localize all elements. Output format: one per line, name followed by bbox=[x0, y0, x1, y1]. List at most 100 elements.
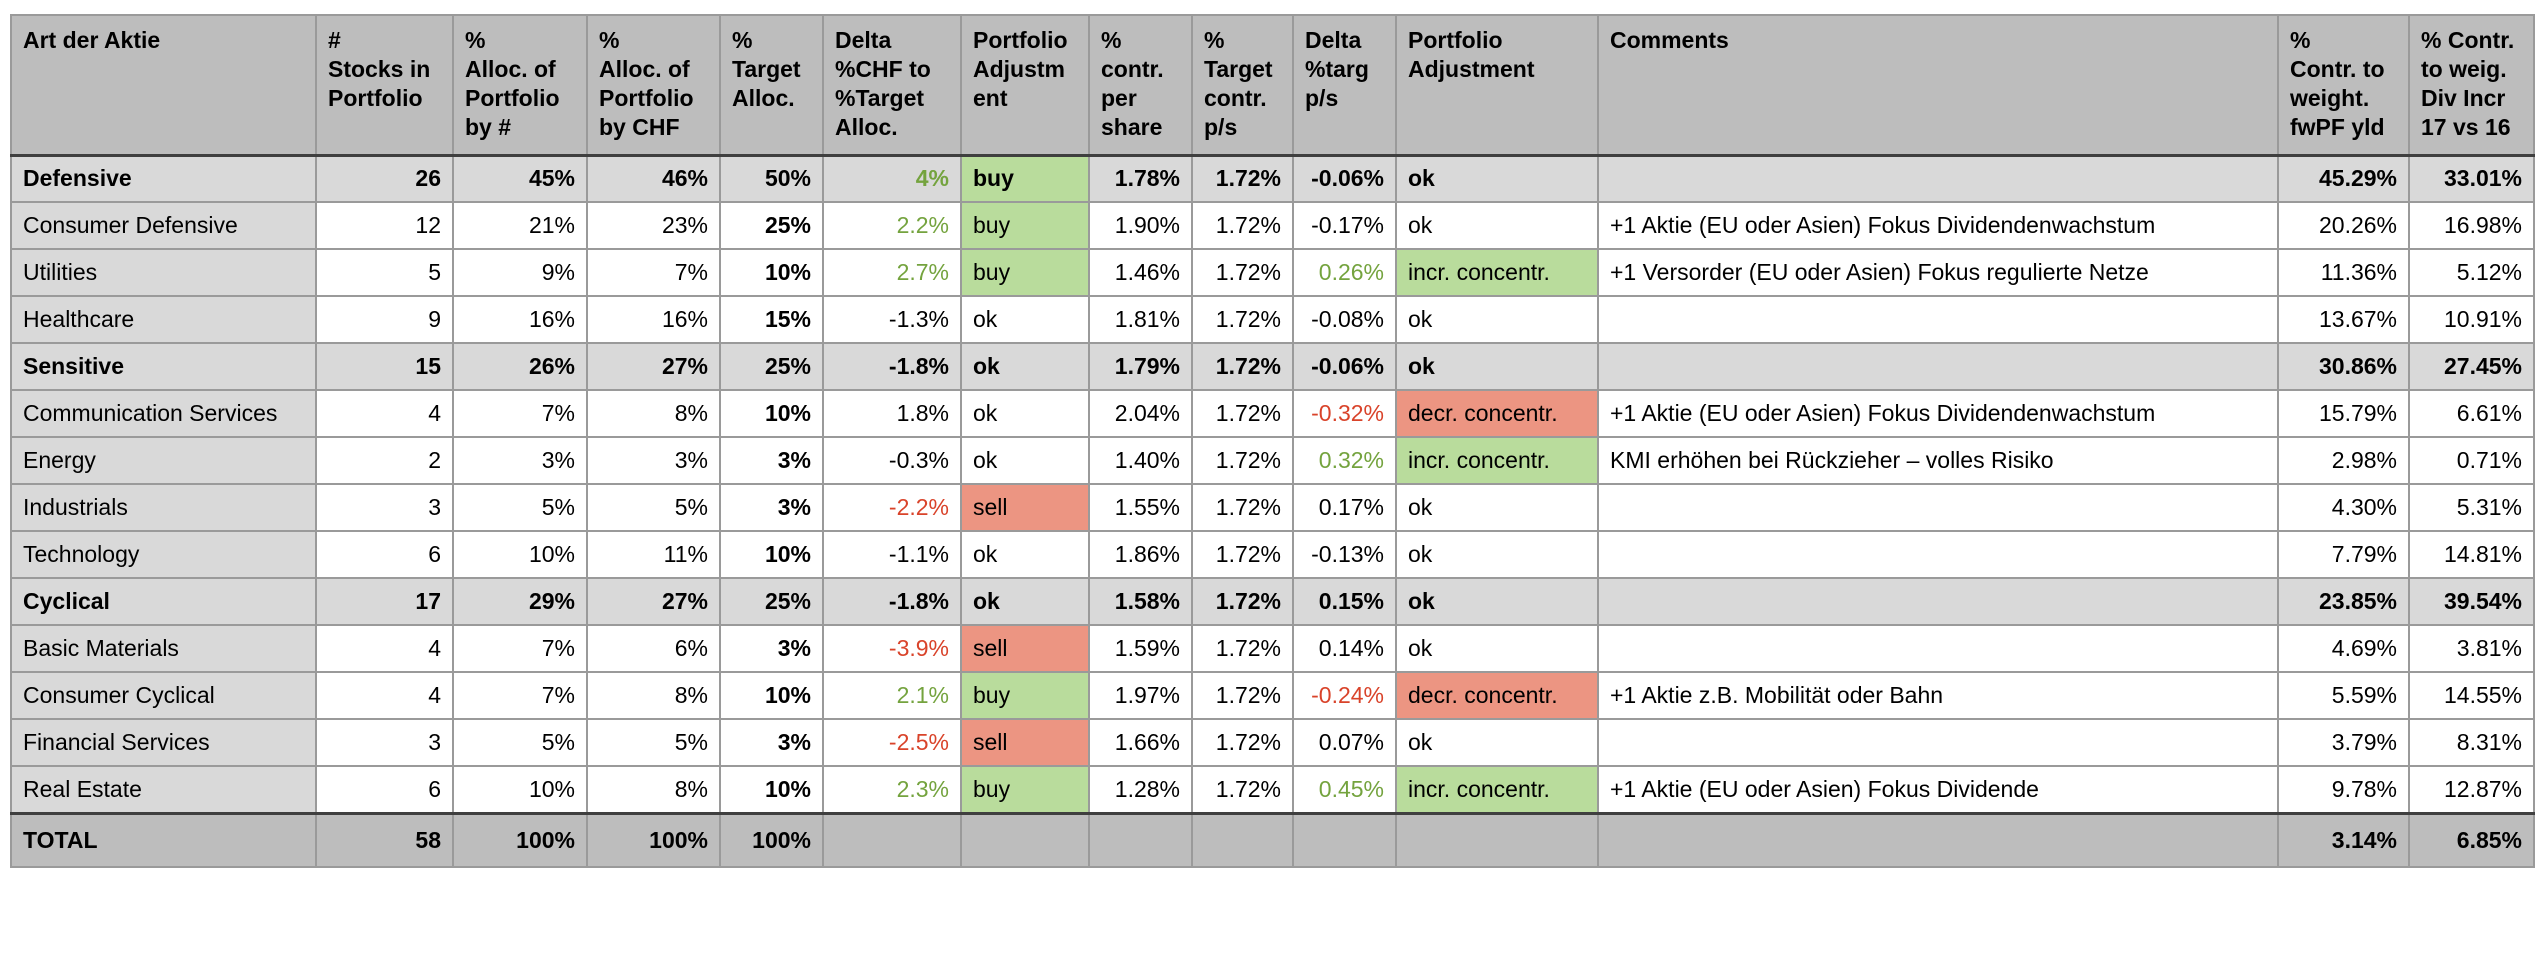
cell-healthcare-adj2[interactable]: ok bbox=[1395, 295, 1599, 344]
cell-total-target-contr-ps[interactable] bbox=[1191, 811, 1294, 868]
cell-financial-services-name[interactable]: Financial Services bbox=[10, 718, 317, 767]
cell-total-name[interactable]: TOTAL bbox=[10, 811, 317, 868]
cell-technology-contr-per-share[interactable]: 1.86% bbox=[1088, 530, 1193, 579]
cell-energy-contr-weight-fwpf-yld[interactable]: 2.98% bbox=[2277, 436, 2410, 485]
cell-energy-target-contr-ps[interactable]: 1.72% bbox=[1191, 436, 1294, 485]
cell-consumer-cyclical-adj2[interactable]: decr. concentr. bbox=[1395, 671, 1599, 720]
cell-consumer-defensive-contr-per-share[interactable]: 1.90% bbox=[1088, 201, 1193, 250]
cell-utilities-alloc-by-chf[interactable]: 7% bbox=[586, 248, 721, 297]
cell-financial-services-contr-weight-fwpf-yld[interactable]: 3.79% bbox=[2277, 718, 2410, 767]
cell-basic-materials-alloc-by-num[interactable]: 7% bbox=[452, 624, 588, 673]
cell-communication-services-delta-chf[interactable]: 1.8% bbox=[822, 389, 962, 438]
cell-healthcare-contr-weig-div-incr[interactable]: 10.91% bbox=[2408, 295, 2535, 344]
cell-total-target-alloc[interactable]: 100% bbox=[719, 811, 824, 868]
cell-cyclical-target-alloc[interactable]: 25% bbox=[719, 577, 824, 626]
cell-utilities-contr-weight-fwpf-yld[interactable]: 11.36% bbox=[2277, 248, 2410, 297]
cell-energy-adj1[interactable]: ok bbox=[960, 436, 1090, 485]
column-header-name[interactable]: Art der Aktie bbox=[10, 14, 317, 157]
cell-defensive-adj1[interactable]: buy bbox=[960, 154, 1090, 203]
cell-financial-services-alloc-by-chf[interactable]: 5% bbox=[586, 718, 721, 767]
cell-total-contr-weig-div-incr[interactable]: 6.85% bbox=[2408, 811, 2535, 868]
cell-total-adj2[interactable] bbox=[1395, 811, 1599, 868]
cell-cyclical-delta-chf[interactable]: -1.8% bbox=[822, 577, 962, 626]
cell-basic-materials-delta-chf[interactable]: -3.9% bbox=[822, 624, 962, 673]
cell-real-estate-delta-targ-ps[interactable]: 0.45% bbox=[1292, 765, 1397, 814]
cell-cyclical-alloc-by-chf[interactable]: 27% bbox=[586, 577, 721, 626]
cell-industrials-target-contr-ps[interactable]: 1.72% bbox=[1191, 483, 1294, 532]
cell-consumer-cyclical-contr-weig-div-incr[interactable]: 14.55% bbox=[2408, 671, 2535, 720]
cell-basic-materials-delta-targ-ps[interactable]: 0.14% bbox=[1292, 624, 1397, 673]
cell-defensive-comment[interactable] bbox=[1597, 154, 2279, 203]
cell-energy-delta-targ-ps[interactable]: 0.32% bbox=[1292, 436, 1397, 485]
column-header-delta-chf[interactable]: Delta %CHF to %Target Alloc. bbox=[822, 14, 962, 157]
cell-industrials-contr-per-share[interactable]: 1.55% bbox=[1088, 483, 1193, 532]
column-header-stocks[interactable]: # Stocks in Portfolio bbox=[315, 14, 454, 157]
cell-energy-stocks[interactable]: 2 bbox=[315, 436, 454, 485]
cell-real-estate-alloc-by-num[interactable]: 10% bbox=[452, 765, 588, 814]
cell-technology-alloc-by-chf[interactable]: 11% bbox=[586, 530, 721, 579]
cell-basic-materials-stocks[interactable]: 4 bbox=[315, 624, 454, 673]
cell-communication-services-contr-per-share[interactable]: 2.04% bbox=[1088, 389, 1193, 438]
column-header-target-alloc[interactable]: % Target Alloc. bbox=[719, 14, 824, 157]
cell-real-estate-adj1[interactable]: buy bbox=[960, 765, 1090, 814]
cell-technology-adj2[interactable]: ok bbox=[1395, 530, 1599, 579]
cell-industrials-name[interactable]: Industrials bbox=[10, 483, 317, 532]
cell-sensitive-adj2[interactable]: ok bbox=[1395, 342, 1599, 391]
column-header-adj1[interactable]: Portfolio Adjustm ent bbox=[960, 14, 1090, 157]
cell-consumer-defensive-name[interactable]: Consumer Defensive bbox=[10, 201, 317, 250]
cell-healthcare-target-contr-ps[interactable]: 1.72% bbox=[1191, 295, 1294, 344]
cell-healthcare-contr-weight-fwpf-yld[interactable]: 13.67% bbox=[2277, 295, 2410, 344]
cell-industrials-target-alloc[interactable]: 3% bbox=[719, 483, 824, 532]
cell-communication-services-target-contr-ps[interactable]: 1.72% bbox=[1191, 389, 1294, 438]
cell-basic-materials-contr-weig-div-incr[interactable]: 3.81% bbox=[2408, 624, 2535, 673]
cell-defensive-stocks[interactable]: 26 bbox=[315, 154, 454, 203]
cell-consumer-defensive-target-alloc[interactable]: 25% bbox=[719, 201, 824, 250]
cell-utilities-contr-per-share[interactable]: 1.46% bbox=[1088, 248, 1193, 297]
cell-energy-target-alloc[interactable]: 3% bbox=[719, 436, 824, 485]
cell-healthcare-alloc-by-num[interactable]: 16% bbox=[452, 295, 588, 344]
cell-defensive-contr-weight-fwpf-yld[interactable]: 45.29% bbox=[2277, 154, 2410, 203]
cell-consumer-cyclical-stocks[interactable]: 4 bbox=[315, 671, 454, 720]
cell-basic-materials-contr-per-share[interactable]: 1.59% bbox=[1088, 624, 1193, 673]
cell-consumer-defensive-alloc-by-num[interactable]: 21% bbox=[452, 201, 588, 250]
cell-technology-target-alloc[interactable]: 10% bbox=[719, 530, 824, 579]
cell-energy-alloc-by-num[interactable]: 3% bbox=[452, 436, 588, 485]
cell-cyclical-adj2[interactable]: ok bbox=[1395, 577, 1599, 626]
cell-total-comment[interactable] bbox=[1597, 811, 2279, 868]
cell-healthcare-adj1[interactable]: ok bbox=[960, 295, 1090, 344]
cell-cyclical-name[interactable]: Cyclical bbox=[10, 577, 317, 626]
cell-cyclical-comment[interactable] bbox=[1597, 577, 2279, 626]
cell-utilities-adj2[interactable]: incr. concentr. bbox=[1395, 248, 1599, 297]
cell-energy-delta-chf[interactable]: -0.3% bbox=[822, 436, 962, 485]
cell-industrials-delta-chf[interactable]: -2.2% bbox=[822, 483, 962, 532]
cell-sensitive-alloc-by-chf[interactable]: 27% bbox=[586, 342, 721, 391]
cell-utilities-contr-weig-div-incr[interactable]: 5.12% bbox=[2408, 248, 2535, 297]
cell-financial-services-delta-targ-ps[interactable]: 0.07% bbox=[1292, 718, 1397, 767]
cell-technology-alloc-by-num[interactable]: 10% bbox=[452, 530, 588, 579]
cell-cyclical-delta-targ-ps[interactable]: 0.15% bbox=[1292, 577, 1397, 626]
cell-basic-materials-alloc-by-chf[interactable]: 6% bbox=[586, 624, 721, 673]
cell-consumer-cyclical-alloc-by-chf[interactable]: 8% bbox=[586, 671, 721, 720]
cell-sensitive-comment[interactable] bbox=[1597, 342, 2279, 391]
cell-energy-contr-per-share[interactable]: 1.40% bbox=[1088, 436, 1193, 485]
cell-financial-services-stocks[interactable]: 3 bbox=[315, 718, 454, 767]
cell-sensitive-name[interactable]: Sensitive bbox=[10, 342, 317, 391]
cell-utilities-name[interactable]: Utilities bbox=[10, 248, 317, 297]
column-header-contr-weig-div-incr[interactable]: % Contr. to weig. Div Incr 17 vs 16 bbox=[2408, 14, 2535, 157]
cell-consumer-cyclical-alloc-by-num[interactable]: 7% bbox=[452, 671, 588, 720]
cell-defensive-target-alloc[interactable]: 50% bbox=[719, 154, 824, 203]
cell-utilities-target-alloc[interactable]: 10% bbox=[719, 248, 824, 297]
cell-communication-services-stocks[interactable]: 4 bbox=[315, 389, 454, 438]
cell-sensitive-adj1[interactable]: ok bbox=[960, 342, 1090, 391]
cell-cyclical-stocks[interactable]: 17 bbox=[315, 577, 454, 626]
cell-utilities-delta-chf[interactable]: 2.7% bbox=[822, 248, 962, 297]
cell-total-delta-targ-ps[interactable] bbox=[1292, 811, 1397, 868]
cell-cyclical-alloc-by-num[interactable]: 29% bbox=[452, 577, 588, 626]
cell-financial-services-contr-per-share[interactable]: 1.66% bbox=[1088, 718, 1193, 767]
cell-real-estate-stocks[interactable]: 6 bbox=[315, 765, 454, 814]
column-header-contr-weight-fwpf-yld[interactable]: % Contr. to weight. fwPF yld bbox=[2277, 14, 2410, 157]
cell-healthcare-delta-chf[interactable]: -1.3% bbox=[822, 295, 962, 344]
cell-consumer-cyclical-target-contr-ps[interactable]: 1.72% bbox=[1191, 671, 1294, 720]
cell-consumer-cyclical-contr-weight-fwpf-yld[interactable]: 5.59% bbox=[2277, 671, 2410, 720]
cell-communication-services-name[interactable]: Communication Services bbox=[10, 389, 317, 438]
